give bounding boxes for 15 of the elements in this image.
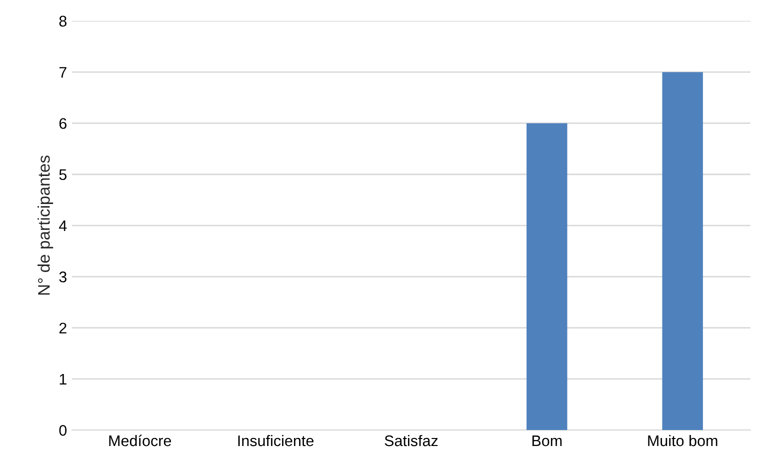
y-tick-label: 5 [59,169,67,180]
x-tick-label: Medíocre [109,434,172,446]
y-axis-title: N° de participantes [38,156,54,295]
x-tick-label: Bom [532,436,562,446]
y-tick-label: 0 [59,424,67,436]
y-tick-label: 6 [59,118,66,129]
x-tick-label: Satisfaz [384,434,438,446]
x-tick-label: Muito bom [648,434,718,446]
y-tick-label: 7 [59,67,66,78]
y-tick-label: 8 [59,16,66,27]
y-tick-label: 3 [59,272,66,282]
y-tick-label: 1 [60,374,66,385]
y-tick-label: 4 [59,220,67,232]
y-tick-label: 2 [59,322,66,334]
x-tick-label: Insuficiente [238,434,314,446]
